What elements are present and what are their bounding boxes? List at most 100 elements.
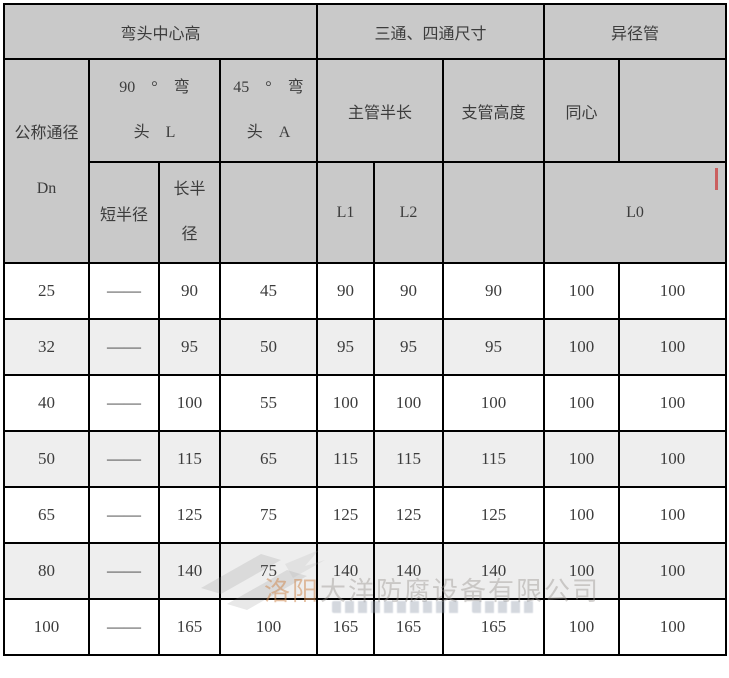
elbow45-line1: 45 ° 弯 <box>233 79 304 96</box>
value-cell: 100 <box>543 430 621 488</box>
table-row: 100 —— 165 100 165 165 165 100 100 <box>3 598 728 656</box>
value-cell: 100 <box>543 318 621 376</box>
value-cell: 165 <box>373 598 445 656</box>
elbow90-line2: 头 L <box>133 124 176 141</box>
value-cell: 90 <box>158 262 221 320</box>
value-cell: —— <box>88 598 160 656</box>
spec-table-body: 25 —— 90 45 90 90 90 100 100 32 —— 95 50 95 95 95 100 100… <box>3 262 728 656</box>
header-row-3: 短半径 长半 径 L1 L2 L0 <box>4 161 728 264</box>
table-row: 65 —— 125 75 125 125 125 100 100 <box>3 486 728 544</box>
dn-cell: 32 <box>3 318 90 376</box>
value-cell: 100 <box>618 486 728 544</box>
table-row: 40 —— 100 55 100 100 100 100 100 <box>3 374 728 432</box>
table-row: 32 —— 95 50 95 95 95 100 100 <box>3 318 728 376</box>
value-cell: 95 <box>316 318 376 376</box>
header-long-radius: 长半 径 <box>158 161 221 264</box>
value-cell: 100 <box>543 374 621 432</box>
value-cell: 90 <box>373 262 445 320</box>
value-cell: 100 <box>618 542 728 600</box>
header-45-elbow-empty <box>218 161 319 264</box>
value-cell: 140 <box>158 542 221 600</box>
header-reducer-empty <box>618 58 728 163</box>
value-cell: 115 <box>373 430 445 488</box>
value-cell: 115 <box>158 430 221 488</box>
value-cell: 125 <box>158 486 221 544</box>
value-cell: 55 <box>218 374 319 432</box>
long-radius-line1: 长半 <box>173 181 206 198</box>
header-45-elbow: 45 ° 弯 头 A <box>218 58 319 163</box>
value-cell: —— <box>88 262 160 320</box>
header-branch-height-empty <box>442 161 546 264</box>
l0-label: L0 <box>626 203 644 221</box>
value-cell: 95 <box>442 318 546 376</box>
dn-cell: 65 <box>3 486 90 544</box>
value-cell: 165 <box>442 598 546 656</box>
dn-cell: 50 <box>3 430 90 488</box>
value-cell: 115 <box>316 430 376 488</box>
pipe-fitting-spec-table: 弯头中心高 三通、四通尺寸 异径管 公称通径 Dn 90 ° 弯 头 L 45 … <box>2 3 728 656</box>
header-concentric: 同心 <box>543 58 621 163</box>
header-tee-cross-size: 三通、四通尺寸 <box>316 3 546 60</box>
value-cell: 100 <box>373 374 445 432</box>
header-90-elbow: 90 ° 弯 头 L <box>88 58 221 163</box>
dn-cell: 25 <box>3 262 90 320</box>
value-cell: 125 <box>442 486 546 544</box>
value-cell: 65 <box>218 430 319 488</box>
value-cell: 140 <box>316 542 376 600</box>
value-cell: 100 <box>543 486 621 544</box>
value-cell: 95 <box>158 318 221 376</box>
table-row: 25 —— 90 45 90 90 90 100 100 <box>3 262 728 320</box>
value-cell: 100 <box>618 318 728 376</box>
header-reducer: 异径管 <box>543 3 728 60</box>
value-cell: 140 <box>373 542 445 600</box>
value-cell: 100 <box>442 374 546 432</box>
dn-cell: 80 <box>3 542 90 600</box>
value-cell: 90 <box>316 262 376 320</box>
table-row: 50 —— 115 65 115 115 115 100 100 <box>3 430 728 488</box>
value-cell: 140 <box>442 542 546 600</box>
value-cell: 75 <box>218 542 319 600</box>
red-cursor-mark <box>715 168 719 190</box>
header-nominal-diameter: 公称通径 Dn <box>3 58 90 264</box>
nominal-diameter-label: 公称通径 <box>14 124 79 142</box>
nominal-diameter-symbol: Dn <box>36 179 57 197</box>
value-cell: 100 <box>316 374 376 432</box>
header-elbow-center-height: 弯头中心高 <box>2 3 319 60</box>
value-cell: 100 <box>618 430 728 488</box>
elbow90-line1: 90 ° 弯 <box>119 79 190 96</box>
header-row-2: 公称通径 Dn 90 ° 弯 头 L 45 ° 弯 头 A 主管半长 支管高度 … <box>3 58 728 264</box>
value-cell: 100 <box>158 374 221 432</box>
value-cell: 100 <box>543 598 621 656</box>
value-cell: 100 <box>618 598 728 656</box>
header-branch-height: 支管高度 <box>442 58 546 163</box>
value-cell: —— <box>88 486 160 544</box>
value-cell: 125 <box>316 486 376 544</box>
value-cell: 100 <box>618 262 728 320</box>
value-cell: 100 <box>543 262 621 320</box>
value-cell: 125 <box>373 486 445 544</box>
value-cell: —— <box>88 542 160 600</box>
value-cell: 45 <box>218 262 319 320</box>
value-cell: 100 <box>218 598 319 656</box>
header-l1: L1 <box>316 161 376 264</box>
elbow45-line2: 头 A <box>246 124 291 141</box>
header-l0: L0 <box>543 161 728 264</box>
header-short-radius: 短半径 <box>88 161 160 264</box>
value-cell: 50 <box>218 318 319 376</box>
value-cell: 100 <box>618 374 728 432</box>
long-radius-line2: 径 <box>181 226 198 243</box>
value-cell: 95 <box>373 318 445 376</box>
table-row: 80 —— 140 75 140 140 140 100 100 <box>3 542 728 600</box>
value-cell: 100 <box>543 542 621 600</box>
header-main-half-length: 主管半长 <box>316 58 445 163</box>
value-cell: 75 <box>218 486 319 544</box>
dn-cell: 100 <box>3 598 90 656</box>
value-cell: 115 <box>442 430 546 488</box>
value-cell: —— <box>88 318 160 376</box>
value-cell: —— <box>88 430 160 488</box>
value-cell: 165 <box>316 598 376 656</box>
value-cell: 165 <box>158 598 221 656</box>
value-cell: —— <box>88 374 160 432</box>
value-cell: 90 <box>442 262 546 320</box>
